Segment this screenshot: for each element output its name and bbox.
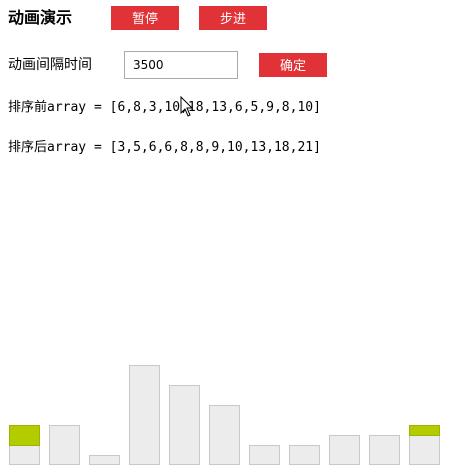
- array-after-line: 排序后array = [3,5,6,6,8,8,9,10,13,18,21]: [8, 139, 321, 157]
- array-after-label: 排序后array =: [8, 140, 110, 155]
- chart-bar: [369, 435, 400, 465]
- chart-bar: [289, 445, 320, 465]
- array-before-label: 排序前array =: [8, 100, 110, 115]
- interval-label: 动画间隔时间: [8, 57, 92, 73]
- array-before-values: [6,8,3,10,18,13,6,5,9,8,10]: [109, 100, 321, 115]
- pause-button[interactable]: 暂停: [111, 6, 179, 30]
- mouse-cursor-icon: [180, 96, 194, 117]
- chart-bar: [129, 365, 160, 465]
- chart-bar: [209, 405, 240, 465]
- chart-bar-active-segment: [409, 425, 440, 436]
- chart-bar: [409, 435, 440, 465]
- array-before-line: 排序前array = [6,8,3,10,18,13,6,5,9,8,10]: [8, 99, 321, 117]
- chart-bar: [249, 445, 280, 465]
- chart-bar: [9, 445, 40, 465]
- chart-bar-active-segment: [9, 425, 40, 446]
- chart-bar: [169, 385, 200, 465]
- confirm-button[interactable]: 确定: [259, 53, 327, 77]
- chart-bar: [49, 425, 80, 465]
- array-after-values: [3,5,6,6,8,8,9,10,13,18,21]: [109, 140, 321, 155]
- chart-bar: [329, 435, 360, 465]
- step-button[interactable]: 步进: [199, 6, 267, 30]
- page-title: 动画演示: [8, 8, 73, 27]
- interval-input[interactable]: [124, 51, 238, 79]
- chart-bar: [89, 455, 120, 465]
